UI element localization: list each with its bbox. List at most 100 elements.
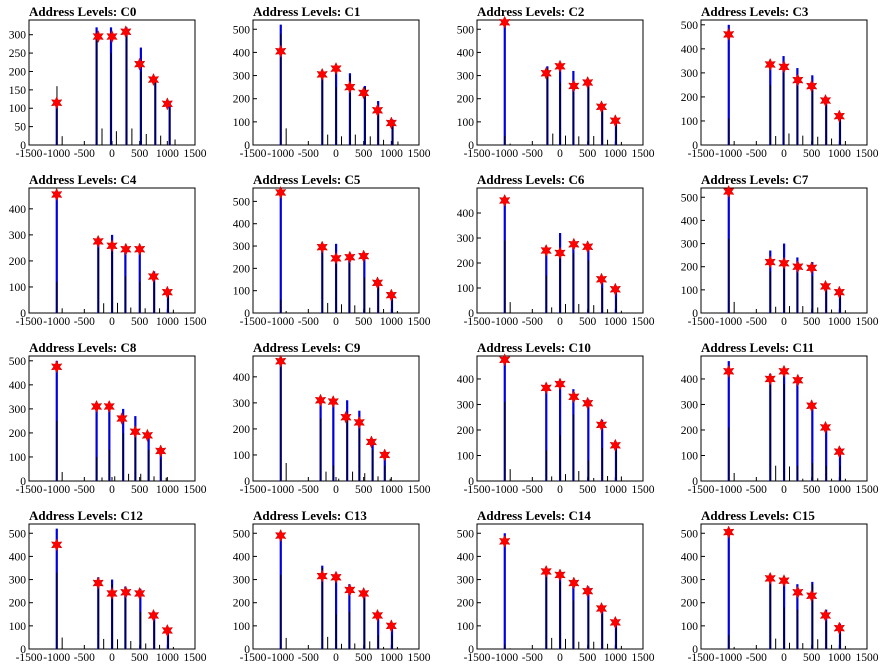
black-bar	[174, 139, 176, 145]
x-tick-label: -1500	[688, 316, 715, 328]
blue-bar	[279, 192, 282, 313]
black-bar	[797, 609, 799, 649]
black-bar	[97, 581, 99, 649]
y-tick-label: 0	[692, 476, 698, 488]
x-tick-label: -1500	[16, 652, 43, 664]
blue-bar	[587, 399, 590, 481]
x-tick-label: 500	[131, 484, 149, 496]
black-bar	[349, 75, 351, 145]
black-bar	[125, 595, 127, 649]
black-bar	[280, 33, 282, 146]
black-bar	[61, 471, 63, 481]
chart-panel: Address Levels: C7 0 100 200 300 400 500 -1500-…	[672, 168, 896, 336]
black-bar	[377, 110, 379, 145]
x-tick-label: 500	[131, 148, 149, 160]
black-bar	[389, 478, 391, 481]
peak-marker	[581, 75, 594, 90]
x-tick-label: -1500	[240, 484, 267, 496]
chart-plot: 0 100 200 300 400 500 -1500 -1000 -500 0 500 1000 15…	[233, 19, 431, 160]
x-tick-label: 0	[109, 652, 115, 664]
x-tick-label: 0	[781, 148, 787, 160]
y-tick-label: 100	[457, 621, 475, 633]
x-tick-label: 1500	[632, 652, 655, 664]
x-tick-label: 0	[333, 652, 339, 664]
x-tick-label: 0	[557, 148, 563, 160]
black-bar	[56, 281, 58, 313]
peak-marker	[568, 390, 580, 404]
black-bar	[160, 135, 162, 145]
x-tick-label: 1500	[856, 652, 879, 664]
peak-marker	[385, 116, 398, 130]
x-tick-label: -1000	[491, 652, 518, 664]
peak-marker	[805, 261, 818, 275]
y-tick-label: 500	[681, 20, 699, 32]
x-tick-label: 0	[333, 316, 339, 328]
black-bar	[578, 136, 580, 145]
black-bar	[509, 648, 511, 649]
black-bar	[802, 135, 804, 145]
y-tick-label: 200	[457, 598, 475, 610]
black-bar	[593, 305, 595, 313]
y-tick-label: 0	[20, 308, 26, 320]
plot-frame	[252, 355, 420, 482]
peak-marker	[568, 576, 580, 590]
blue-bar	[727, 361, 730, 481]
x-tick-label: -500	[74, 484, 95, 496]
y-tick-label: 300	[233, 241, 251, 253]
blue-bar	[503, 22, 506, 145]
black-bar	[547, 68, 549, 145]
blue-bar	[55, 360, 58, 481]
black-bar	[341, 643, 342, 649]
peak-marker	[90, 399, 103, 414]
black-bar	[128, 473, 130, 481]
black-bar	[588, 600, 590, 649]
chart-title: Address Levels: C11	[701, 340, 815, 355]
peak-marker	[161, 285, 174, 299]
black-bar	[383, 139, 385, 145]
x-tick-label: 1000	[604, 148, 627, 160]
black-bar	[61, 136, 63, 145]
y-tick-label: 400	[681, 44, 699, 56]
y-tick-label: 100	[233, 286, 251, 298]
y-tick-label: 200	[457, 94, 475, 106]
x-tick-label: 0	[781, 316, 787, 328]
black-bar	[728, 238, 730, 313]
peak-marker	[120, 585, 132, 599]
peak-marker	[316, 569, 328, 583]
black-bar	[369, 136, 371, 145]
black-bar	[349, 261, 351, 313]
peak-marker	[141, 428, 154, 442]
black-bar	[565, 304, 566, 313]
black-bar	[504, 135, 506, 145]
y-tick-label: 400	[9, 380, 27, 392]
chart-title: Address Levels: C10	[477, 340, 591, 355]
black-bar	[593, 477, 595, 481]
peak-marker	[498, 193, 511, 208]
black-bar	[359, 428, 361, 481]
black-bar	[601, 614, 603, 649]
peak-marker	[133, 242, 146, 256]
black-bar	[615, 450, 617, 481]
peak-marker	[792, 73, 804, 87]
black-bar	[354, 134, 356, 145]
x-tick-label: 1500	[184, 484, 207, 496]
y-tick-label: 200	[233, 424, 251, 436]
y-tick-label: 300	[233, 575, 251, 587]
chart-panel: Address Levels: C3 0 100 200 300 400 500 -1500-…	[672, 0, 896, 168]
black-bar	[802, 306, 804, 313]
y-tick-label: 300	[681, 575, 699, 587]
black-bar	[165, 477, 167, 481]
x-tick-label: 1500	[184, 316, 207, 328]
peak-marker	[833, 621, 846, 635]
x-tick-label: 500	[131, 652, 149, 664]
x-tick-label: 1000	[156, 652, 179, 664]
y-tick-label: 500	[233, 528, 251, 540]
black-bar	[139, 281, 141, 313]
black-bar	[101, 128, 103, 145]
x-tick-label: -500	[298, 316, 319, 328]
x-tick-label: 500	[803, 484, 821, 496]
x-tick-label: -500	[298, 148, 319, 160]
peak-marker	[50, 96, 63, 110]
y-tick-label: 200	[233, 598, 251, 610]
